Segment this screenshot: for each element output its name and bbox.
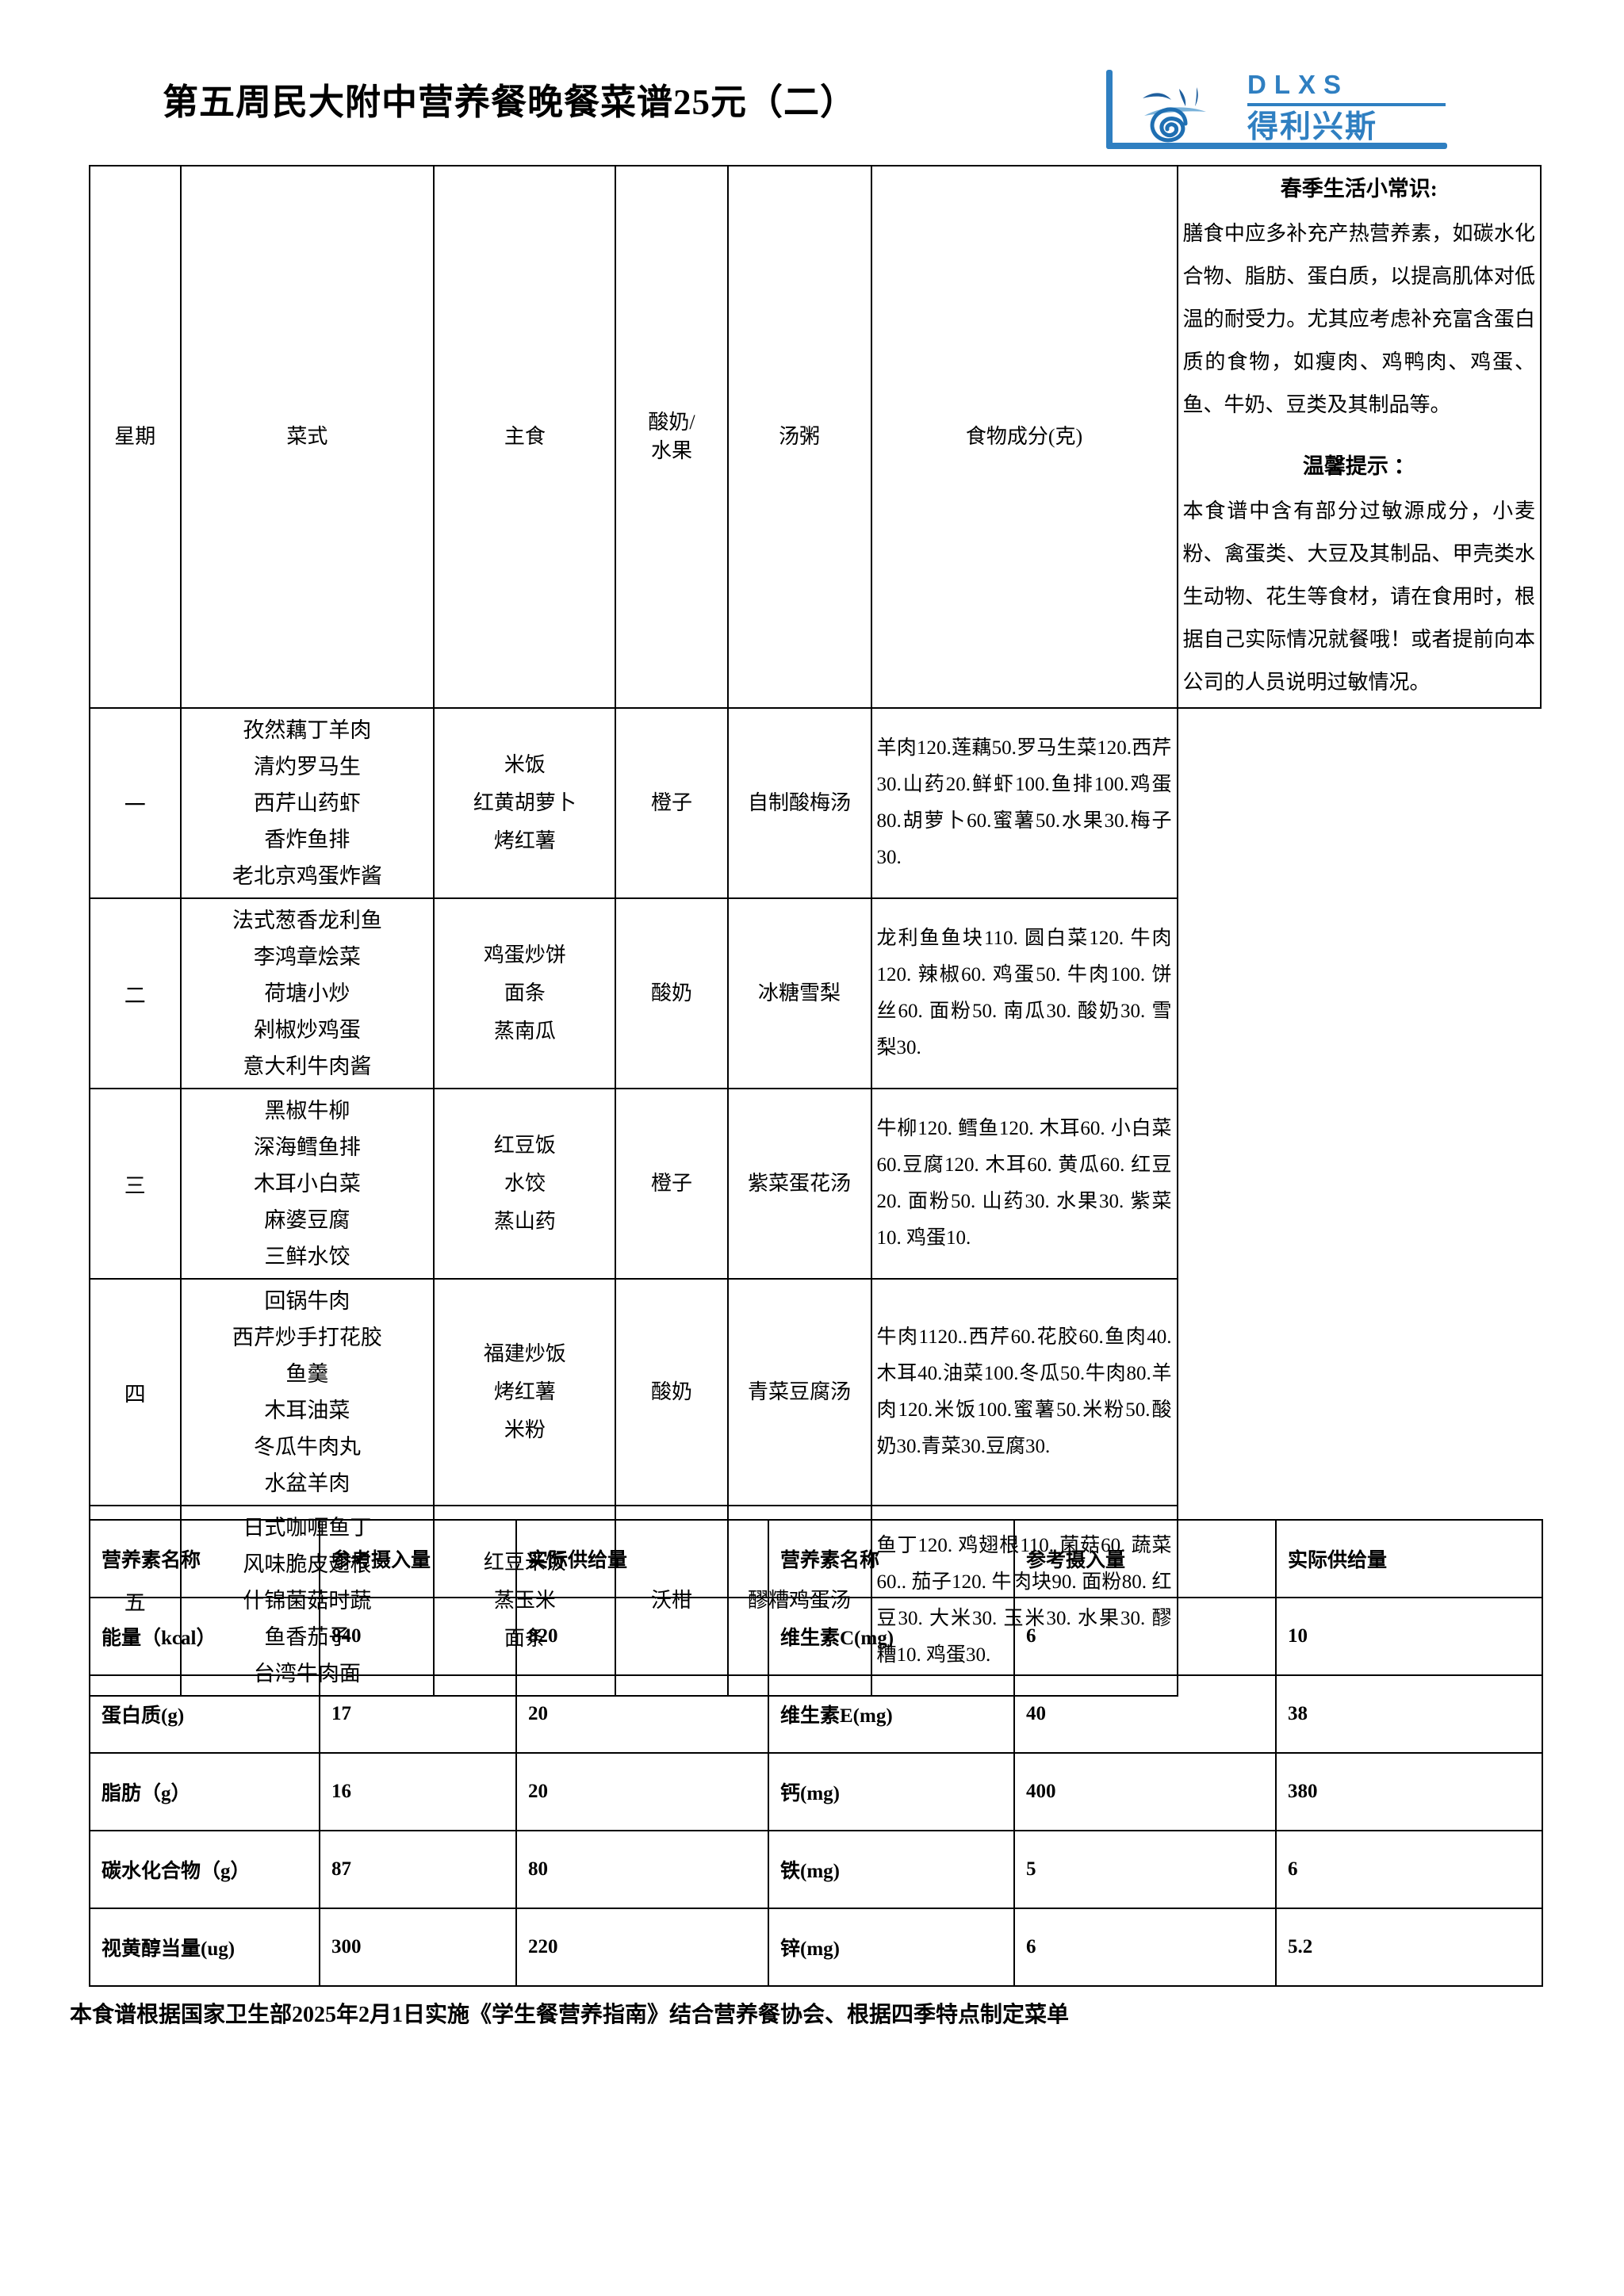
actual-supply: 20 — [515, 1752, 769, 1831]
document-header: 第五周民大附中营养餐晚餐菜谱25元（二） DLXS 得利兴斯 — [0, 55, 1624, 151]
nutrition-row: 蛋白质(g) 17 20 维生素E(mg) 40 38 — [89, 1674, 1543, 1754]
reference-intake: 400 — [1013, 1752, 1277, 1831]
tip2-heading: 温馨提示 ： — [1302, 454, 1415, 478]
actual-supply: 80 — [515, 1830, 769, 1909]
staple-cell: 米饭 红黄胡萝卜 烤红薯 — [433, 707, 617, 899]
staple-cell: 红豆饭 水饺 蒸山药 — [433, 1088, 617, 1280]
logo-frame-left — [1106, 70, 1113, 149]
nutrient-name: 脂肪（g） — [89, 1752, 320, 1831]
nutrition-table-wrapper: 营养素名称 参考摄入量 实际供给量 营养素名称 参考摄入量 实际供给量 能量（k… — [89, 1519, 1543, 1987]
menu-row-monday: 一 孜然藕丁羊肉 清灼罗马生 西芹山药虾 香炸鱼排 老北京鸡蛋炸酱 米饭 红黄胡… — [89, 707, 1541, 899]
nutrient-name: 铁(mg) — [768, 1830, 1015, 1909]
header-composition: 食物成分(克) — [870, 165, 1178, 709]
day-label: 四 — [89, 1278, 182, 1506]
reference-intake: 87 — [319, 1830, 517, 1909]
menu-row-wednesday: 三 黑椒牛柳 深海鳕鱼排 木耳小白菜 麻婆豆腐 三鲜水饺 红豆饭 水饺 蒸山药 … — [89, 1088, 1541, 1280]
actual-supply: 6 — [1275, 1830, 1543, 1909]
composition-cell: 羊肉120.莲藕50.罗马生菜120.西芹30.山药20.鲜虾100.鱼排100… — [870, 707, 1178, 899]
page-title: 第五周民大附中营养餐晚餐菜谱25元（二） — [163, 82, 857, 122]
header-soup: 汤粥 — [726, 165, 872, 709]
sidebar-divider-space — [1183, 427, 1535, 447]
logo-frame-bottom — [1106, 143, 1447, 149]
nutrient-name: 维生素E(mg) — [768, 1674, 1015, 1754]
logo-chinese-text: 得利兴斯 — [1247, 110, 1378, 144]
reference-intake: 17 — [319, 1674, 517, 1754]
reference-intake: 6 — [1013, 1908, 1277, 1987]
header-staple: 主食 — [433, 165, 617, 709]
nutrition-row: 碳水化合物（g） 87 80 铁(mg) 5 6 — [89, 1830, 1543, 1909]
header-dish: 菜式 — [179, 165, 435, 709]
footer-note: 本食谱根据国家卫生部2025年2月1日实施《学生餐营养指南》结合营养餐协会、根据… — [70, 2003, 1070, 2027]
nutrition-header-row: 营养素名称 参考摄入量 实际供给量 营养素名称 参考摄入量 实际供给量 — [89, 1519, 1543, 1598]
actual-supply: 820 — [515, 1597, 769, 1676]
nutrient-name: 锌(mg) — [768, 1908, 1015, 1987]
header-day: 星期 — [89, 165, 182, 709]
weekly-menu-table: 星期 菜式 主食 酸奶/ 水果 汤粥 食物成分(克) 春季生活小常识: 膳食中应… — [89, 165, 1542, 1697]
nutrient-name: 碳水化合物（g） — [89, 1830, 320, 1909]
nutrition-row: 能量（kcal） 840 820 维生素C(mg) 6 10 — [89, 1597, 1543, 1676]
composition-cell: 牛肉1120..西芹60.花胶60.鱼肉40.木耳40.油菜100.冬瓜50.牛… — [870, 1278, 1178, 1506]
reference-intake: 16 — [319, 1752, 517, 1831]
soup-cell: 自制酸梅汤 — [726, 707, 872, 899]
nutrition-row: 视黄醇当量(ug) 300 220 锌(mg) 6 5.2 — [89, 1908, 1543, 1987]
staple-cell: 福建炒饭 烤红薯 米粉 — [433, 1278, 617, 1506]
actual-supply: 20 — [515, 1674, 769, 1754]
reference-intake: 5 — [1013, 1830, 1277, 1909]
tip1-heading: 春季生活小常识: — [1280, 177, 1438, 201]
tip2-body: 本食谱中含有部分过敏源成分，小麦粉、禽蛋类、大豆及其制品、甲壳类水生动物、花生等… — [1182, 499, 1535, 694]
actual-supply: 10 — [1275, 1597, 1543, 1676]
composition-cell: 龙利鱼鱼块110. 圆白菜120. 牛肉120. 辣椒60. 鸡蛋50. 牛肉1… — [870, 897, 1178, 1089]
header-yogurt-fruit: 酸奶/ 水果 — [615, 165, 729, 709]
nutrient-name: 蛋白质(g) — [89, 1674, 320, 1754]
day-label: 一 — [89, 707, 182, 899]
menu-row-thursday: 四 回锅牛肉 西芹炒手打花胶 鱼羹 木耳油菜 冬瓜牛肉丸 水盆羊肉 福建炒饭 烤… — [89, 1278, 1541, 1506]
day-label: 三 — [89, 1088, 182, 1280]
spiral-eye-icon — [1136, 75, 1239, 146]
nutrition-header-cell: 参考摄入量 — [319, 1519, 517, 1598]
tip1-body: 膳食中应多补充产热营养素，如碳水化合物、脂肪、蛋白质，以提高肌体对低温的耐受力。… — [1182, 222, 1535, 416]
nutrition-row: 脂肪（g） 16 20 钙(mg) 400 380 — [89, 1752, 1543, 1831]
soup-cell: 青菜豆腐汤 — [726, 1278, 872, 1506]
day-label: 二 — [89, 897, 182, 1089]
nutrition-header-cell: 实际供给量 — [1275, 1519, 1543, 1598]
yogurt-fruit-cell: 酸奶 — [615, 1278, 729, 1506]
dishes-cell: 孜然藕丁羊肉 清灼罗马生 西芹山药虾 香炸鱼排 老北京鸡蛋炸酱 — [179, 707, 435, 899]
sidebar-tips-cell: 春季生活小常识: 膳食中应多补充产热营养素，如碳水化合物、脂肪、蛋白质，以提高肌… — [1176, 165, 1542, 709]
actual-supply: 220 — [515, 1908, 769, 1987]
logo-text: DLXS 得利兴斯 — [1247, 68, 1457, 147]
logo-latin-text: DLXS — [1247, 68, 1446, 106]
nutrition-header-cell: 营养素名称 — [768, 1519, 1015, 1598]
soup-cell: 冰糖雪梨 — [726, 897, 872, 1089]
nutrition-header-cell: 参考摄入量 — [1013, 1519, 1277, 1598]
menu-header-row: 星期 菜式 主食 酸奶/ 水果 汤粥 食物成分(克) 春季生活小常识: 膳食中应… — [89, 165, 1542, 709]
nutrition-table: 营养素名称 参考摄入量 实际供给量 营养素名称 参考摄入量 实际供给量 能量（k… — [89, 1519, 1543, 1987]
actual-supply: 380 — [1275, 1752, 1543, 1831]
nutrient-name: 钙(mg) — [768, 1752, 1015, 1831]
dishes-cell: 回锅牛肉 西芹炒手打花胶 鱼羹 木耳油菜 冬瓜牛肉丸 水盆羊肉 — [179, 1278, 435, 1506]
yogurt-fruit-cell: 橙子 — [615, 707, 729, 899]
yogurt-fruit-cell: 酸奶 — [615, 897, 729, 1089]
yogurt-fruit-cell: 橙子 — [615, 1088, 729, 1280]
composition-cell: 牛柳120. 鳕鱼120. 木耳60. 小白菜60.豆腐120. 木耳60. 黄… — [870, 1088, 1178, 1280]
staple-cell: 鸡蛋炒饼 面条 蒸南瓜 — [433, 897, 617, 1089]
weekly-menu-table-wrapper: 星期 菜式 主食 酸奶/ 水果 汤粥 食物成分(克) 春季生活小常识: 膳食中应… — [89, 165, 1542, 1697]
nutrient-name: 能量（kcal） — [89, 1597, 320, 1676]
company-logo: DLXS 得利兴斯 — [1106, 63, 1463, 152]
reference-intake: 6 — [1013, 1597, 1277, 1676]
nutrient-name: 维生素C(mg) — [768, 1597, 1015, 1676]
menu-row-tuesday: 二 法式葱香龙利鱼 李鸿章烩菜 荷塘小炒 剁椒炒鸡蛋 意大利牛肉酱 鸡蛋炒饼 面… — [89, 897, 1541, 1089]
reference-intake: 40 — [1013, 1674, 1277, 1754]
reference-intake: 300 — [319, 1908, 517, 1987]
nutrition-header-cell: 实际供给量 — [515, 1519, 769, 1598]
dishes-cell: 黑椒牛柳 深海鳕鱼排 木耳小白菜 麻婆豆腐 三鲜水饺 — [179, 1088, 435, 1280]
reference-intake: 840 — [319, 1597, 517, 1676]
dishes-cell: 法式葱香龙利鱼 李鸿章烩菜 荷塘小炒 剁椒炒鸡蛋 意大利牛肉酱 — [179, 897, 435, 1089]
soup-cell: 紫菜蛋花汤 — [726, 1088, 872, 1280]
actual-supply: 5.2 — [1275, 1908, 1543, 1987]
nutrient-name: 视黄醇当量(ug) — [89, 1908, 320, 1987]
actual-supply: 38 — [1275, 1674, 1543, 1754]
nutrition-header-cell: 营养素名称 — [89, 1519, 320, 1598]
